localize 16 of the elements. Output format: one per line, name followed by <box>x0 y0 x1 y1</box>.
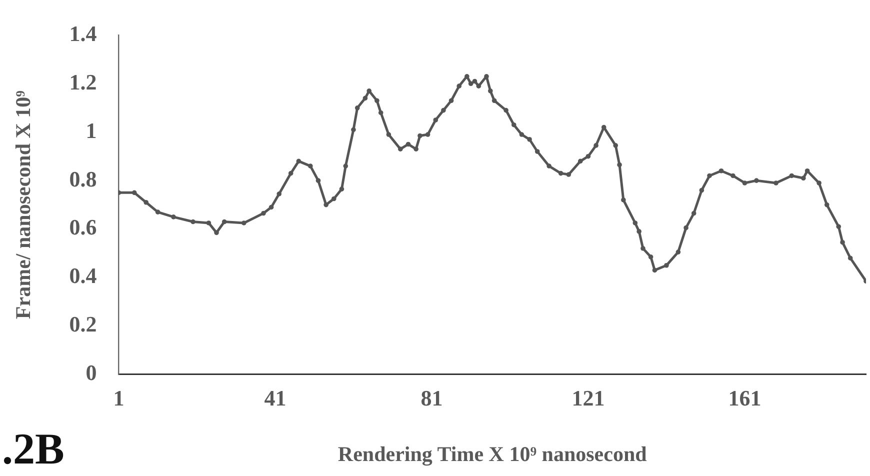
x-axis-title: Rendering Time X 10⁹ nanosecond <box>338 442 648 466</box>
y-tick-label: 0.6 <box>69 214 97 240</box>
y-tick-label: 1.2 <box>69 69 97 94</box>
y-tick-label: 0.4 <box>69 263 97 288</box>
y-tick-label: 0 <box>86 360 97 386</box>
y-tick-label: 0.2 <box>69 312 97 337</box>
y-tick-label: 1.4 <box>69 20 97 46</box>
x-tick-label: 41 <box>264 385 286 410</box>
y-axis-title: Frame/ nanosecond X 10⁹ <box>11 90 36 320</box>
text: .2B <box>2 424 64 474</box>
x-tick-label: 161 <box>728 385 762 410</box>
y-tick-label: 1 <box>86 118 97 143</box>
x-tick-label: 121 <box>572 385 605 410</box>
x-tick-label: 81 <box>420 385 443 410</box>
y-tick-label: 0.8 <box>69 166 97 192</box>
x-tick-label: 1 <box>113 385 124 410</box>
